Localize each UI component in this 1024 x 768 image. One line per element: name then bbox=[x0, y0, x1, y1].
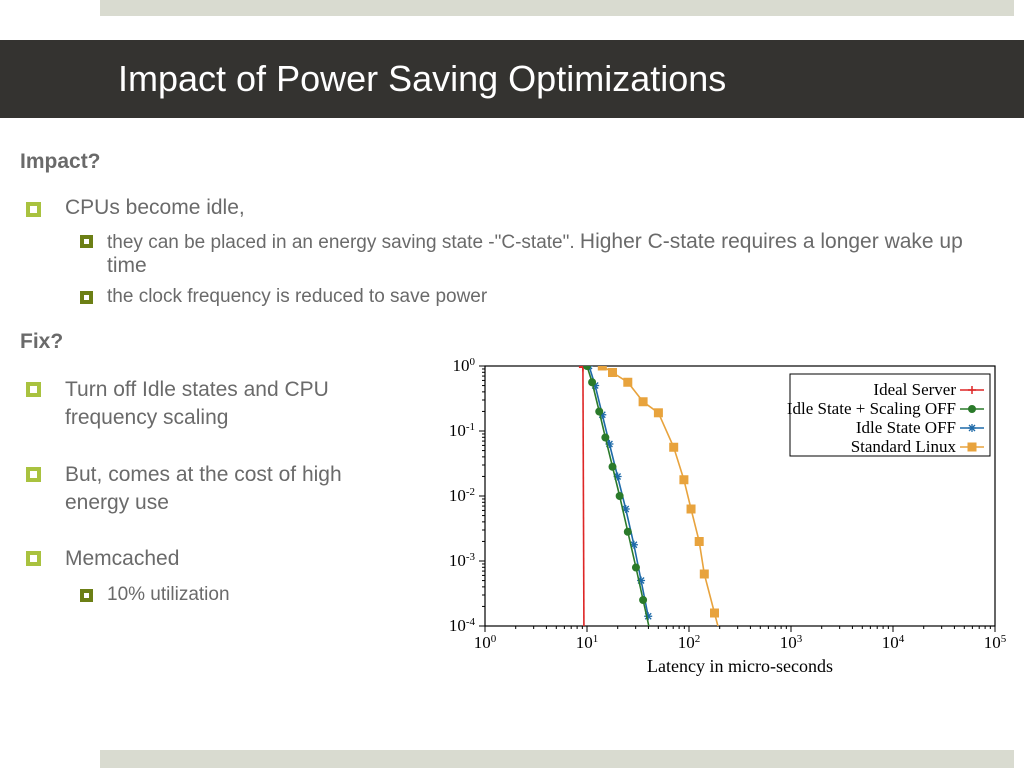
fix-heading: Fix? bbox=[20, 330, 410, 354]
svg-text:Idle State + Scaling OFF: Idle State + Scaling OFF bbox=[787, 399, 956, 418]
bullet-square-icon bbox=[80, 589, 93, 602]
fix-column: Fix? Turn off Idle states and CPU freque… bbox=[20, 330, 410, 614]
impact-bullet-1: CPUs become idle, bbox=[20, 196, 1004, 220]
content-area: Impact? CPUs become idle, they can be pl… bbox=[20, 150, 1004, 691]
bottom-accent-bar bbox=[100, 750, 1014, 768]
bullet-square-icon bbox=[26, 551, 41, 566]
fix-bullet-2: But, comes at the cost of high energy us… bbox=[20, 461, 410, 518]
title-bar: Impact of Power Saving Optimizations bbox=[0, 40, 1024, 118]
svg-text:10-1: 10-1 bbox=[449, 421, 475, 440]
svg-text:10-4: 10-4 bbox=[449, 616, 476, 635]
svg-text:10-2: 10-2 bbox=[449, 486, 475, 505]
fix-bullet-3-sub: 10% utilization bbox=[80, 584, 410, 606]
impact-sub-2: the clock frequency is reduced to save p… bbox=[80, 286, 1004, 308]
impact-sub-1: they can be placed in an energy saving s… bbox=[80, 230, 1004, 278]
slide-title: Impact of Power Saving Optimizations bbox=[118, 58, 726, 100]
top-accent-bar bbox=[100, 0, 1014, 16]
svg-text:101: 101 bbox=[576, 633, 599, 652]
svg-text:105: 105 bbox=[984, 633, 1007, 652]
svg-text:103: 103 bbox=[780, 633, 803, 652]
svg-text:Latency in micro-seconds: Latency in micro-seconds bbox=[647, 656, 833, 676]
svg-text:102: 102 bbox=[678, 633, 701, 652]
bullet-square-icon bbox=[26, 467, 41, 482]
fix-bullet-3: Memcached bbox=[20, 545, 410, 573]
svg-text:104: 104 bbox=[882, 633, 905, 652]
svg-text:100: 100 bbox=[474, 633, 497, 652]
bullet-square-icon bbox=[80, 235, 93, 248]
svg-text:Idle State OFF: Idle State OFF bbox=[856, 418, 956, 437]
svg-text:100: 100 bbox=[453, 356, 476, 375]
bullet-square-icon bbox=[80, 291, 93, 304]
svg-text:10-3: 10-3 bbox=[449, 551, 476, 570]
svg-text:Standard Linux: Standard Linux bbox=[851, 437, 957, 456]
chart-column: 100 101 102 103 104 105 100 10-1 10-2 10-3 10-4 Lat… bbox=[410, 330, 1020, 691]
fix-bullet-1: Turn off Idle states and CPU frequency s… bbox=[20, 376, 410, 433]
svg-text:Ideal Server: Ideal Server bbox=[873, 380, 956, 399]
latency-chart: 100 101 102 103 104 105 100 10-1 10-2 10-3 10-4 Lat… bbox=[410, 336, 1020, 686]
impact-heading: Impact? bbox=[20, 150, 1004, 174]
bullet-square-icon bbox=[26, 382, 41, 397]
bullet-square-icon bbox=[26, 202, 41, 217]
